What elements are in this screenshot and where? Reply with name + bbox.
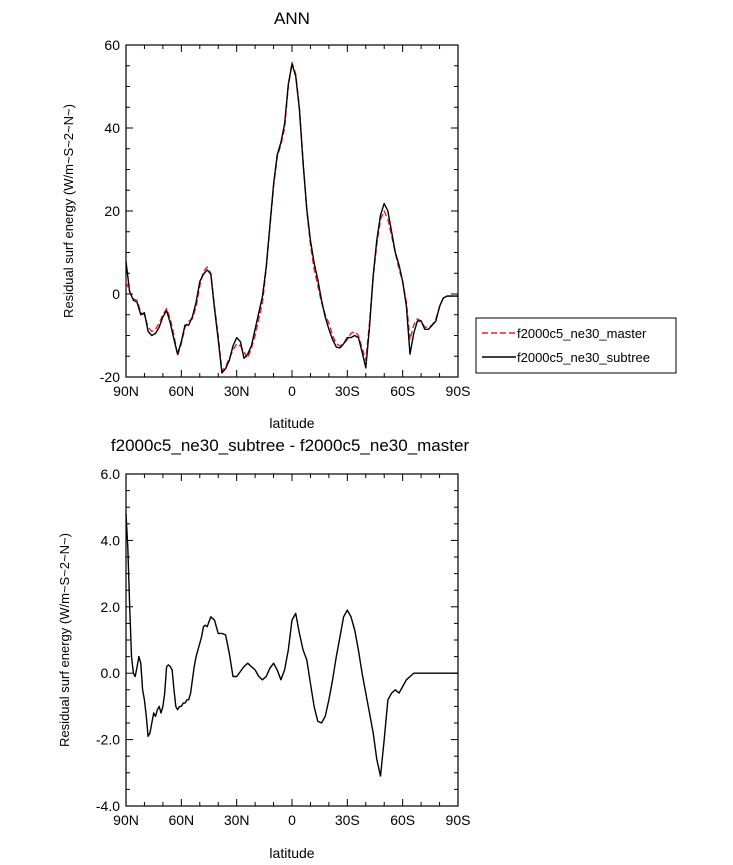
chart-title: f2000c5_ne30_subtree - f2000c5_ne30_mast…	[111, 436, 470, 455]
axis-tick-labels: 90N 60N 30N 0 30S 60S 90S -4.0 -2.0 0.0 2.0 4.0 6.0	[96, 466, 471, 828]
x-tick-label: 0	[288, 812, 296, 828]
y-tick-label: -4.0	[96, 798, 120, 814]
y-tick-label: 4.0	[101, 532, 121, 548]
x-tick-label: 90N	[113, 812, 139, 828]
x-axis-label: latitude	[269, 415, 314, 431]
x-tick-label: 30S	[335, 383, 360, 399]
axis-ticks	[125, 44, 459, 378]
y-axis-label: Residual surf energy (W/m~S~2~N~)	[61, 104, 76, 318]
series-line-f2000c5-ne30-subtree-f2000c5-ne30-master	[125, 513, 458, 777]
x-tick-label: 90S	[446, 812, 471, 828]
y-tick-label: -2.0	[96, 732, 120, 748]
axis-ticks	[125, 473, 459, 807]
x-tick-label: 30N	[224, 812, 250, 828]
series-layer	[125, 513, 458, 777]
chart-panel-bottom: f2000c5_ne30_subtree - f2000c5_ne30_mast…	[57, 436, 470, 861]
axis-tick-labels: 90N 60N 30N 0 30S 60S 90S -20 0 20 40 60	[100, 37, 471, 399]
y-tick-label: 20	[104, 203, 120, 219]
x-tick-label: 30S	[335, 812, 360, 828]
chart-panel-top: ANN 90N 60N 30N 0 30S 60S 90S -20 0 20 40 60 latitu…	[61, 9, 677, 431]
series-line-f2000c5-ne30-subtree	[125, 63, 458, 374]
x-tick-label: 90N	[113, 383, 139, 399]
x-tick-label: 60N	[168, 383, 194, 399]
y-tick-label: 40	[104, 120, 120, 136]
x-tick-label: 60S	[390, 383, 415, 399]
y-tick-label: -20	[100, 369, 120, 385]
x-tick-label: 90S	[446, 383, 471, 399]
legend-label-subtree: f2000c5_ne30_subtree	[517, 350, 650, 365]
x-axis-label: latitude	[269, 845, 314, 861]
chart-title: ANN	[274, 9, 310, 28]
x-tick-label: 60S	[390, 812, 415, 828]
x-tick-label: 30N	[224, 383, 250, 399]
y-axis-label: Residual surf energy (W/m~S~2~N~)	[57, 533, 72, 747]
y-tick-label: 0	[112, 286, 120, 302]
y-tick-label: 2.0	[101, 599, 121, 615]
plot-frame	[125, 473, 459, 807]
x-tick-label: 60N	[168, 812, 194, 828]
legend-label-master: f2000c5_ne30_master	[517, 326, 647, 341]
y-tick-label: 60	[104, 37, 120, 53]
x-tick-label: 0	[288, 383, 296, 399]
legend-box	[475, 317, 677, 374]
legend: f2000c5_ne30_master f2000c5_ne30_subtree	[475, 317, 677, 374]
y-tick-label: 0.0	[101, 665, 121, 681]
series-layer	[125, 61, 458, 374]
y-tick-label: 6.0	[101, 466, 121, 482]
